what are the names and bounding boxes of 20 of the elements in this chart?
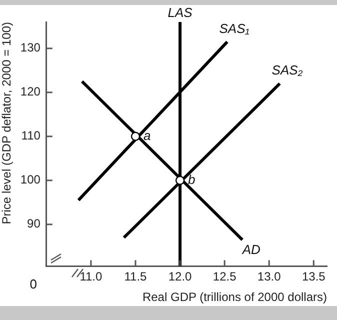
x-tick-label: 13.0 — [257, 270, 282, 284]
ref-line-label: LAS — [168, 5, 193, 20]
annotation: a — [143, 128, 151, 144]
x-axis-title: Real GDP (trillions of 2000 dollars) — [142, 290, 327, 304]
y-tick-label: 130 — [20, 40, 41, 55]
y-axis-title: Price level (GDP deflator, 2000 = 100) — [0, 22, 14, 224]
annotation: b — [188, 172, 196, 188]
series-label: SAS₂ — [272, 62, 303, 78]
text: 0 — [30, 276, 38, 292]
x-tick-label: 11.0 — [80, 270, 103, 284]
x-tick-label: 11.5 — [124, 270, 148, 284]
x-tick-label: 12.5 — [212, 270, 237, 284]
series-label: SAS₁ — [219, 20, 250, 36]
y-tick-label: 120 — [20, 84, 41, 99]
y-tick-label: 110 — [21, 128, 41, 143]
y-tick-label: 90 — [27, 216, 41, 231]
x-tick-label: 13.5 — [302, 270, 326, 284]
y-tick-label: 100 — [20, 172, 41, 187]
series-label: AD — [241, 242, 260, 257]
x-tick-label: 12.0 — [168, 270, 192, 284]
